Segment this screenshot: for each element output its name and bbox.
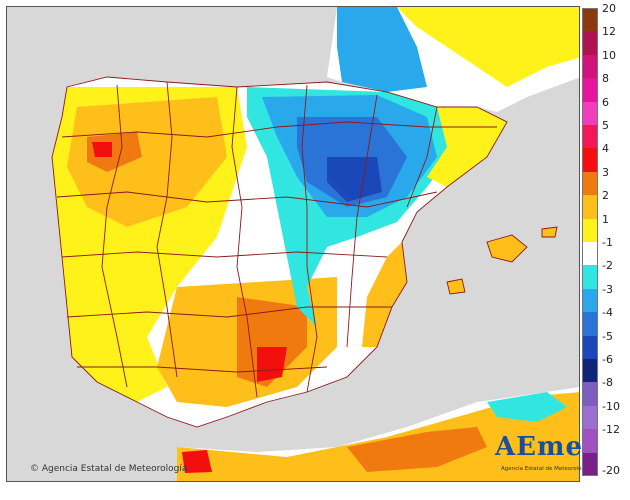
map-frame — [6, 6, 580, 482]
legend-swatch — [582, 288, 598, 313]
legend-label: 10 — [602, 48, 616, 62]
ibiza — [447, 279, 465, 294]
legend-swatch — [582, 54, 598, 79]
legend-row: -4 — [582, 307, 628, 336]
legend-row: -8 — [582, 377, 628, 406]
legend-swatch — [582, 382, 598, 406]
legend-label: -3 — [602, 282, 613, 296]
menorca — [542, 227, 557, 237]
legend-swatch — [582, 148, 598, 172]
legend-label: 12 — [602, 25, 616, 39]
southeast-hot-area — [237, 297, 307, 387]
legend-swatch — [582, 125, 598, 149]
legend-label: 20 — [602, 2, 616, 15]
legend-label: -6 — [602, 353, 613, 366]
north-africa-hot — [347, 427, 487, 472]
north-africa-red-spot — [182, 450, 212, 473]
aemet-logo: AEmet Agencia Estatal de Meteorología — [495, 432, 595, 478]
legend-row: -20 — [582, 452, 628, 477]
north-darkest-area — [327, 157, 382, 202]
legend-label: -4 — [602, 306, 613, 320]
legend-row: -1 — [582, 237, 628, 266]
legend-label: 2 — [602, 189, 609, 203]
temperature-anomaly-map — [7, 7, 579, 481]
northwest-red-spot — [92, 142, 112, 157]
legend-row: 5 — [582, 120, 628, 149]
legend-row: 10 — [582, 50, 628, 79]
legend-label: -20 — [602, 463, 620, 477]
north-africa-cool-spot — [487, 392, 567, 422]
legend-row: 12 — [582, 26, 628, 55]
copyright-credit: © Agencia Estatal de Meteorología — [30, 464, 188, 474]
legend-swatch — [582, 101, 598, 125]
legend-swatch — [582, 452, 598, 476]
legend-label: 6 — [602, 95, 609, 109]
legend-swatch — [582, 8, 598, 32]
legend-label: -10 — [602, 399, 620, 413]
legend-swatch — [582, 359, 598, 383]
legend-label: -1 — [602, 236, 613, 249]
color-legend: 20 12 10 8 6 5 4 3 2 1 -1 -2 -3 -4 -5 -6 -8 -10 -12 -20 — [582, 3, 628, 477]
legend-row: -2 — [582, 260, 628, 289]
legend-swatch — [582, 265, 598, 289]
legend-row: -10 — [582, 401, 628, 430]
north-africa-warm — [177, 392, 579, 481]
legend-label: -8 — [602, 376, 613, 390]
legend-row: 3 — [582, 167, 628, 196]
legend-row: 1 — [582, 214, 628, 242]
legend-label: 3 — [602, 165, 609, 179]
legend-label: -2 — [602, 259, 613, 273]
legend-swatch — [582, 312, 598, 336]
legend-swatch — [582, 335, 598, 359]
legend-label: -5 — [602, 329, 613, 343]
legend-swatch — [582, 171, 598, 196]
province-borders — [51, 76, 558, 428]
legend-label: 8 — [602, 72, 609, 86]
logo-wordmark: AEmet — [495, 432, 597, 462]
legend-row: 6 — [582, 97, 628, 125]
west-orange-area — [67, 97, 227, 227]
legend-label: 1 — [602, 212, 609, 226]
legend-swatch — [582, 195, 598, 219]
southeast-red-spot — [257, 347, 287, 382]
legend-row: -6 — [582, 354, 628, 383]
legend-swatch — [582, 429, 598, 453]
legend-row: 8 — [582, 73, 628, 102]
legend-swatch — [582, 405, 598, 430]
logo-subtitle: Agencia Estatal de Meteorología — [501, 466, 590, 472]
legend-label: 5 — [602, 119, 609, 132]
legend-row: -3 — [582, 284, 628, 313]
france-cool-patch — [337, 7, 427, 92]
france-warm-patch — [397, 7, 579, 87]
legend-row: 4 — [582, 143, 628, 172]
east-coast-warm — [362, 242, 407, 347]
legend-label: 4 — [602, 142, 609, 156]
legend-label: -12 — [602, 423, 620, 437]
mallorca — [487, 235, 527, 262]
legend-swatch — [582, 78, 598, 102]
legend-row: 2 — [582, 190, 628, 219]
legend-swatch — [582, 242, 598, 266]
legend-row: -5 — [582, 331, 628, 359]
legend-swatch — [582, 31, 598, 55]
legend-row: -12 — [582, 424, 628, 453]
legend-row: 20 — [582, 3, 628, 32]
legend-swatch — [582, 218, 598, 242]
